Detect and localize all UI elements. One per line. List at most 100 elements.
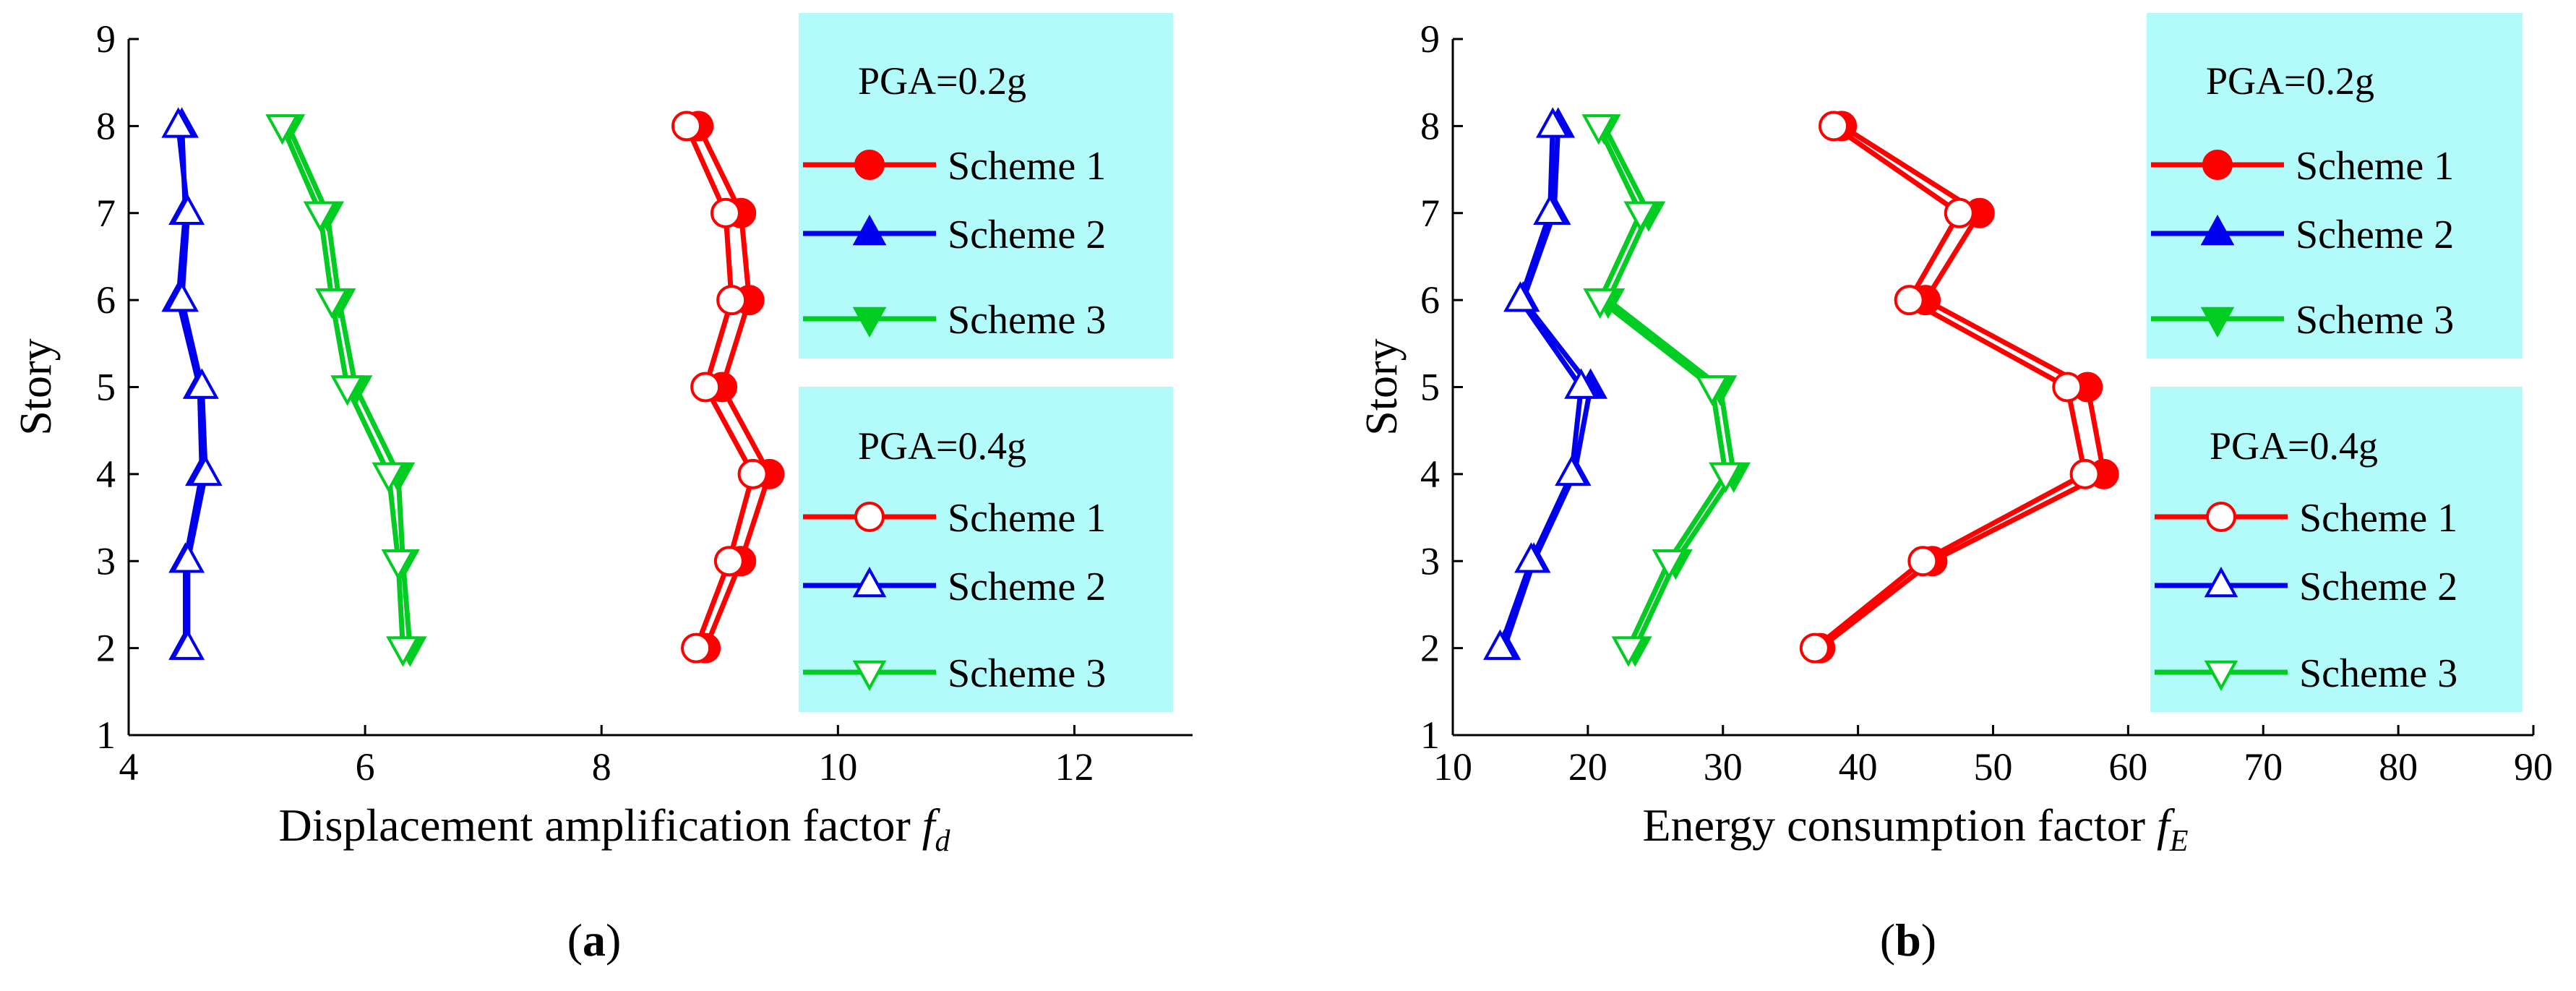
legend-marker: [2200, 215, 2235, 246]
legend-box-1: [799, 13, 1173, 359]
legend-marker: [852, 660, 887, 691]
y-tick-label: 8: [96, 104, 116, 147]
legend-entry-label: Scheme 3: [948, 651, 1106, 696]
x-tick-label: 80: [2379, 745, 2418, 789]
legend-marker: [2204, 567, 2238, 598]
data-point-scheme-3-0.4g: [303, 201, 338, 232]
panel-label-letter: b: [1895, 914, 1921, 966]
x-tick-label: 4: [119, 745, 139, 789]
panel-b-energy-chart: 10 20 30 40 50 60 70 80 90 1 2 3 4 5 6 7 8 9 Energy consum…: [1357, 13, 2553, 966]
x-tick-label: 30: [1704, 745, 1743, 789]
legend-title: PGA=0.4g: [2210, 424, 2378, 468]
panel-label-letter: a: [583, 914, 606, 966]
legend-marker: [854, 150, 885, 180]
data-point-scheme-2-0.4g: [161, 107, 196, 138]
data-point-scheme-1-0.4g: [1818, 111, 1849, 142]
y-tick-label: 6: [96, 278, 116, 322]
data-point-scheme-2-0.4g: [171, 194, 205, 225]
x-tick-label: 10: [1433, 745, 1472, 789]
x-tick-label: 10: [818, 745, 857, 789]
data-point-scheme-2-0.4g: [1514, 542, 1548, 573]
legend-marker: [2202, 150, 2233, 180]
data-point-scheme-1-0.4g: [690, 372, 721, 403]
legend-entry-label: Scheme 1: [948, 496, 1106, 541]
x-tick-label: 6: [356, 745, 375, 789]
y-tick-label: 2: [96, 627, 116, 670]
legend-title: PGA=0.2g: [2206, 59, 2374, 103]
data-point-scheme-1-0.4g: [2052, 372, 2083, 403]
y-tick-label: 7: [1420, 192, 1440, 235]
data-point-scheme-1-0.4g: [1944, 197, 1975, 228]
data-point-scheme-2-0.4g: [1533, 194, 1567, 225]
y-tick-label: 5: [96, 366, 116, 409]
x-axis-label-subscript: E: [2169, 825, 2189, 858]
y-tick-label: 3: [96, 539, 116, 583]
data-point-scheme-3-0.4g: [1583, 288, 1618, 319]
data-point-scheme-1-0.4g: [716, 285, 747, 316]
legend-entry-label: Scheme 2: [948, 213, 1106, 257]
data-point-scheme-3-0.4g: [265, 114, 299, 145]
x-axis-label: Energy consumption factor fE: [1643, 799, 2189, 858]
y-tick-label: 1: [1420, 713, 1440, 757]
y-tick-label: 4: [96, 452, 116, 496]
legend-marker: [2200, 306, 2235, 338]
data-point-scheme-1-0.4g: [1894, 285, 1925, 316]
data-point-scheme-2-0.4g: [165, 281, 199, 312]
x-tick-label: 40: [1839, 745, 1878, 789]
data-point-scheme-1-0.4g: [1907, 546, 1939, 577]
y-tick-label: 2: [1420, 627, 1440, 670]
legend-marker: [2204, 660, 2238, 691]
panel-label-paren: ): [606, 914, 621, 966]
legend-marker: [854, 502, 885, 532]
data-point-scheme-2-0.4g: [1483, 629, 1517, 660]
data-point-scheme-1-0.4g: [1799, 632, 1830, 664]
y-axis-label: Story: [1357, 338, 1407, 435]
data-point-scheme-3-0.4g: [314, 288, 349, 319]
y-tick-label: 7: [96, 192, 116, 235]
data-point-scheme-2-0.4g: [1555, 455, 1589, 486]
legend-entry-label: Scheme 3: [2299, 651, 2457, 696]
legend-title: PGA=0.2g: [858, 59, 1026, 103]
data-point-scheme-3-0.4g: [1623, 201, 1658, 232]
legend-marker: [852, 215, 887, 246]
data-point-scheme-3-0.4g: [372, 462, 406, 493]
legend-marker: [852, 567, 887, 598]
y-tick-label: 6: [1420, 278, 1440, 322]
data-point-scheme-2-0.4g: [185, 368, 219, 399]
legend-box-1: [2147, 13, 2523, 359]
legend-box-2: [799, 387, 1173, 712]
legend-entry-label: Scheme 3: [2296, 298, 2454, 343]
x-tick-label: 90: [2514, 745, 2553, 789]
data-point-scheme-3-0.4g: [381, 549, 416, 580]
y-tick-label: 9: [1420, 17, 1440, 61]
panel-label: (b): [1880, 914, 1936, 966]
x-tick-label: 60: [2108, 745, 2147, 789]
legend-marker: [852, 306, 887, 338]
x-tick-label: 12: [1055, 745, 1094, 789]
x-tick-label: 50: [1974, 745, 2013, 789]
legend-box-2: [2150, 387, 2523, 712]
data-point-scheme-2-0.4g: [171, 542, 205, 573]
data-point-scheme-3-0.4g: [1695, 375, 1730, 406]
x-tick-label: 8: [592, 745, 611, 789]
y-tick-label: 5: [1420, 366, 1440, 409]
y-tick-label: 1: [96, 713, 116, 757]
legend-marker: [2206, 502, 2236, 532]
data-point-scheme-1-0.4g: [737, 458, 768, 489]
legend-entry-label: Scheme 1: [948, 144, 1106, 189]
data-point-scheme-1-0.4g: [710, 197, 741, 228]
data-point-scheme-3-0.4g: [330, 375, 364, 406]
legend-entry-label: Scheme 2: [948, 565, 1106, 609]
legend-entry-label: Scheme 1: [2299, 496, 2457, 541]
y-tick-label: 4: [1420, 452, 1440, 496]
legend-entry-label: Scheme 3: [948, 298, 1106, 343]
data-point-scheme-1-0.4g: [671, 111, 702, 142]
legend-entry-label: Scheme 2: [2296, 213, 2454, 257]
data-point-scheme-3-0.4g: [1581, 114, 1616, 145]
legend-entry-label: Scheme 1: [2296, 144, 2454, 189]
data-point-scheme-2-0.4g: [1503, 281, 1537, 312]
data-point-scheme-2-0.4g: [188, 455, 223, 486]
x-tick-label: 20: [1568, 745, 1607, 789]
data-point-scheme-1-0.4g: [713, 546, 744, 577]
